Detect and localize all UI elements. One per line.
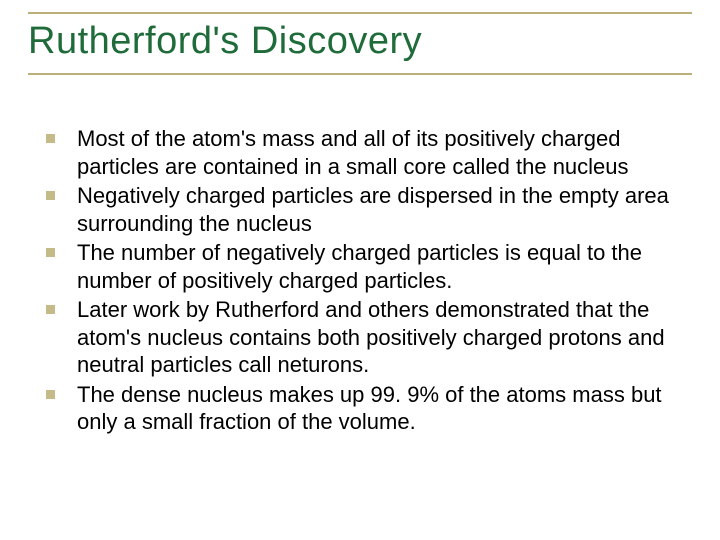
- square-bullet-icon: [46, 305, 55, 314]
- bullet-text: Later work by Rutherford and others demo…: [77, 296, 682, 379]
- title-rule-box: Rutherford's Discovery: [28, 12, 692, 75]
- square-bullet-icon: [46, 134, 55, 143]
- list-item: Negatively charged particles are dispers…: [46, 182, 682, 237]
- square-bullet-icon: [46, 191, 55, 200]
- square-bullet-icon: [46, 248, 55, 257]
- bullet-text: The dense nucleus makes up 99. 9% of the…: [77, 381, 682, 436]
- slide: Rutherford's Discovery Most of the atom'…: [0, 0, 720, 540]
- list-item: The number of negatively charged particl…: [46, 239, 682, 294]
- list-item: Later work by Rutherford and others demo…: [46, 296, 682, 379]
- bullet-text: The number of negatively charged particl…: [77, 239, 682, 294]
- bullet-text: Negatively charged particles are dispers…: [77, 182, 682, 237]
- list-item: The dense nucleus makes up 99. 9% of the…: [46, 381, 682, 436]
- list-item: Most of the atom's mass and all of its p…: [46, 125, 682, 180]
- slide-title: Rutherford's Discovery: [28, 20, 692, 63]
- square-bullet-icon: [46, 390, 55, 399]
- slide-body: Most of the atom's mass and all of its p…: [28, 125, 692, 436]
- bullet-text: Most of the atom's mass and all of its p…: [77, 125, 682, 180]
